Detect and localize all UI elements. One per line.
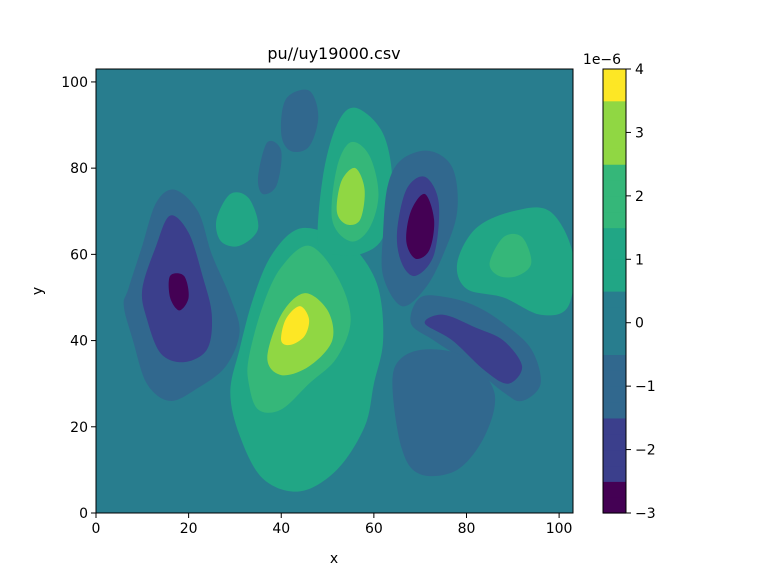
colorbar-band [603, 322, 626, 340]
plot-frame [95, 68, 574, 514]
colorbar-band [603, 497, 626, 514]
x-tick-label: 20 [180, 521, 198, 537]
x-tick-label: 0 [92, 521, 101, 537]
y-tick-label: 80 [70, 161, 88, 177]
colorbar-band [603, 465, 626, 482]
y-axis-label: y [30, 287, 46, 295]
heatmap-region [424, 314, 523, 384]
colorbar-frame [602, 68, 627, 514]
colorbar-band [603, 354, 626, 371]
x-axis: 0 20 40 60 80 100 [92, 513, 573, 537]
colorbar-band [603, 132, 626, 149]
colorbar-tick-label: 2 [635, 189, 644, 205]
y-tick-label: 100 [61, 75, 88, 91]
colorbar-band [603, 164, 626, 181]
x-tick-label: 40 [272, 521, 290, 537]
heatmap-region [215, 192, 259, 247]
heatmap-region [280, 89, 319, 153]
colorbar-band [603, 148, 626, 165]
heatmap-region [168, 273, 189, 311]
colorbar-tick-label: −3 [635, 506, 656, 522]
heatmap-region [281, 306, 310, 346]
colorbar-band [603, 275, 626, 292]
x-axis-label: x [330, 551, 338, 567]
heatmap-region [392, 349, 496, 477]
colorbar-band [603, 481, 626, 498]
colorbar-band [603, 100, 626, 118]
y-tick-label: 0 [79, 506, 88, 522]
heatmap-region [336, 167, 365, 225]
x-tick-label: 60 [365, 521, 383, 537]
colorbar-tick-label: −1 [635, 379, 656, 395]
colorbar-band [603, 69, 626, 86]
x-tick-label: 100 [546, 521, 573, 537]
y-tick-label: 60 [70, 247, 88, 263]
colorbar-band [603, 116, 626, 134]
colorbar-band [603, 449, 626, 467]
colorbar-band [603, 243, 626, 260]
y-tick-label: 40 [70, 334, 88, 350]
colorbar-tick-label: −2 [635, 443, 656, 459]
colorbar-band [603, 211, 626, 229]
colorbar-bands [603, 69, 626, 514]
colorbar-band [603, 338, 626, 356]
colorbar-tick-label: 3 [635, 125, 644, 141]
colorbar-tick-label: 4 [635, 62, 644, 78]
y-axis: 0 20 40 60 80 100 [61, 75, 96, 522]
y-tick-label: 20 [70, 420, 88, 436]
heatmap-region [406, 193, 435, 260]
colorbar-band [603, 433, 626, 451]
colorbar: −3 −2 −1 0 1 2 3 4 1e−6 [583, 52, 656, 522]
colorbar-tick-label: 0 [635, 316, 644, 332]
x-tick-label: 80 [458, 521, 476, 537]
heatmap-layers [123, 89, 573, 492]
colorbar-band [603, 291, 626, 308]
colorbar-band [603, 370, 626, 387]
heatmap-region [489, 233, 532, 278]
colorbar-band [603, 306, 626, 324]
colorbar-band [603, 227, 626, 245]
colorbar-offset-label: 1e−6 [583, 52, 621, 68]
colorbar-band [603, 402, 626, 419]
colorbar-band [603, 180, 626, 197]
colorbar-band [603, 84, 626, 102]
colorbar-band [603, 386, 626, 403]
plot-area [95, 68, 574, 514]
heatmap-region [257, 140, 282, 195]
colorbar-band [603, 195, 626, 213]
chart-title: pu//uy19000.csv [267, 44, 400, 63]
colorbar-band [603, 417, 626, 435]
colorbar-band [603, 259, 626, 276]
colorbar-ticks: −3 −2 −1 0 1 2 3 4 [626, 62, 656, 522]
colorbar-tick-label: 1 [635, 252, 644, 268]
